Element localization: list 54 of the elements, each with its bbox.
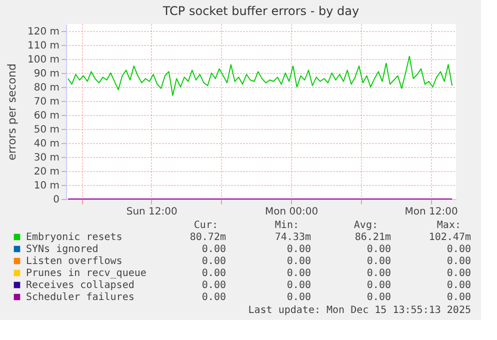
text: 0.00 (366, 292, 391, 303)
legend-label: Listen overflows (26, 256, 122, 267)
y-tick-label: 110 m (27, 40, 60, 52)
text: 0.00 (446, 280, 471, 291)
text: Cur: (194, 220, 218, 231)
legend-label: Embryonic resets (26, 232, 122, 243)
text: 74.33m (274, 232, 311, 243)
y-tick-label: 20 m (34, 166, 60, 178)
y-tick-label: 50 m (34, 124, 60, 136)
text: 102.47m (428, 232, 471, 243)
text: 0.00 (202, 292, 226, 303)
text: 0.00 (286, 256, 311, 267)
y-tick-label: 30 m (34, 152, 60, 164)
x-tick-label: Mon 12:00 (404, 206, 458, 218)
text: 0.00 (366, 256, 391, 267)
y-tick-label: 120 m (27, 26, 60, 38)
text: Min: (274, 220, 299, 231)
text: 0.00 (286, 292, 311, 303)
legend-label: SYNs ignored (26, 244, 98, 255)
text: 80.72m (190, 232, 226, 243)
legend-label: Receives collapsed (26, 280, 134, 291)
text: 0.00 (366, 268, 391, 279)
x-tick-label: Sun 12:00 (126, 206, 178, 218)
text: 0.00 (202, 268, 226, 279)
text: 0.00 (286, 280, 311, 291)
y-tick-label: 100 m (27, 54, 60, 66)
text: 0.00 (446, 244, 471, 255)
legend-label: Prunes in recv_queue (26, 268, 146, 279)
text: Max: (436, 220, 461, 231)
text: 0.00 (446, 292, 471, 303)
text: 0.00 (202, 256, 226, 267)
x-tick-label: Mon 00:00 (265, 206, 318, 218)
y-tick-label: 10 m (34, 180, 60, 192)
text: 0.00 (446, 256, 471, 267)
text: 0.00 (366, 280, 391, 291)
text: 0.00 (202, 280, 226, 291)
y-axis-title: errors per second (5, 64, 18, 160)
chart-title: TCP socket buffer errors - by day (162, 4, 360, 18)
y-tick-label: 80 m (34, 82, 60, 94)
legend-label: Scheduler failures (26, 292, 134, 303)
y-tick-label: 0 (53, 194, 60, 206)
line-series (67, 56, 453, 96)
y-tick-label: 60 m (34, 110, 60, 122)
text: 0.00 (286, 268, 311, 279)
y-tick-label: 40 m (34, 138, 60, 150)
text: Last update: Mon Dec 15 13:55:13 2025 (248, 305, 471, 316)
text: 86.21m (354, 232, 391, 243)
y-tick-label: 90 m (34, 68, 60, 80)
text: 0.00 (286, 244, 311, 255)
text: 0.00 (366, 244, 391, 255)
text: 0.00 (202, 244, 226, 255)
y-tick-label: 70 m (34, 96, 60, 108)
text: 0.00 (446, 268, 471, 279)
text: Avg: (354, 220, 378, 231)
